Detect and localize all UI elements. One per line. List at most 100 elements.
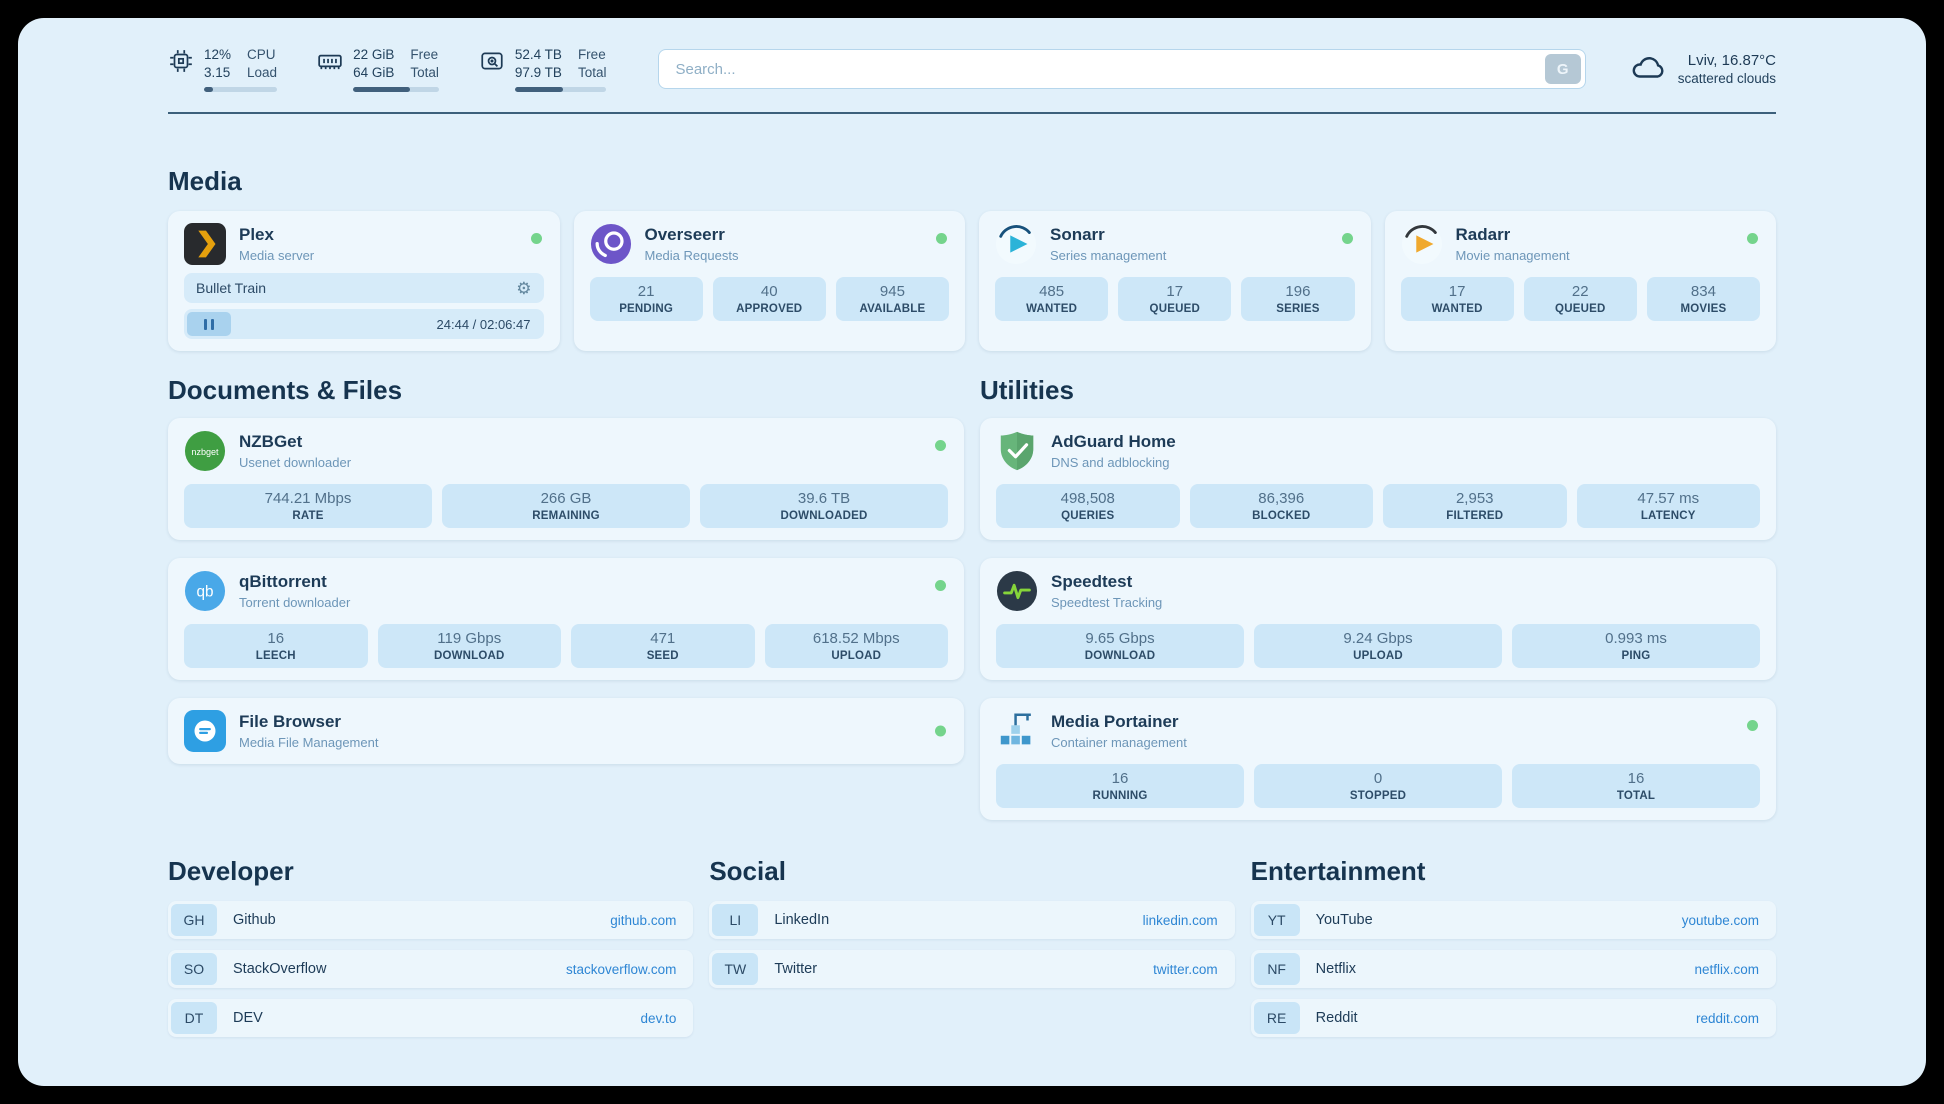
stat-label: LEECH bbox=[255, 650, 296, 662]
app-desc: Media server bbox=[239, 248, 315, 263]
stat-box: 9.24 Gbps UPLOAD bbox=[1254, 624, 1502, 668]
system-stats: 12% 3.15 CPU Load bbox=[168, 46, 607, 93]
cloud-icon bbox=[1632, 57, 1664, 78]
stat-box: 21 PENDING bbox=[589, 277, 703, 321]
bookmark-url: stackoverflow.com bbox=[566, 961, 677, 977]
stat-box: 16 TOTAL bbox=[1512, 764, 1760, 808]
app-desc: Media File Management bbox=[239, 735, 379, 750]
cpu-progress-bar bbox=[204, 87, 278, 93]
section-title-utilities: Utilities bbox=[980, 375, 1074, 405]
app-card-adguard[interactable]: AdGuard Home DNS and adblocking 498,508 … bbox=[980, 418, 1776, 540]
stat-box: 266 GB REMAINING bbox=[442, 484, 690, 528]
playback-time: 24:44 / 02:06:47 bbox=[436, 316, 531, 332]
stat-label: AVAILABLE bbox=[859, 303, 926, 315]
app-card-nzbget[interactable]: nzbget NZBGet Usenet downloader 744.21 M… bbox=[168, 418, 964, 540]
app-card-sonarr[interactable]: Sonarr Series management 485 WANTED 17 Q… bbox=[979, 211, 1371, 351]
bookmark-name: Reddit bbox=[1315, 1010, 1358, 1026]
stat-value: 40 bbox=[760, 283, 778, 300]
stat-value: 266 GB bbox=[540, 490, 592, 507]
stat-label: TOTAL bbox=[1616, 790, 1656, 802]
cpu-icon bbox=[170, 49, 192, 72]
stat-box: 945 AVAILABLE bbox=[835, 277, 950, 321]
bookmark-youtube[interactable]: YT YouTube youtube.com bbox=[1250, 901, 1776, 939]
stat-label: WANTED bbox=[1026, 303, 1078, 315]
stat-value: 744.21 Mbps bbox=[264, 490, 352, 507]
bookmarks-developer: Developer GH Github github.com SO StackO… bbox=[168, 856, 694, 1037]
bookmark-name: Twitter bbox=[774, 961, 818, 977]
search-input[interactable] bbox=[658, 49, 1586, 89]
bookmark-reddit[interactable]: RE Reddit reddit.com bbox=[1250, 999, 1776, 1037]
section-title-documents: Documents & Files bbox=[168, 375, 403, 405]
stat-value: 834 bbox=[1690, 283, 1716, 300]
bookmark-dev[interactable]: DT DEV dev.to bbox=[168, 999, 694, 1037]
disk-total-label: Total bbox=[577, 65, 607, 80]
section-title-developer: Developer bbox=[168, 856, 294, 886]
bookmark-name: Netflix bbox=[1315, 961, 1356, 977]
section-title-social: Social bbox=[709, 856, 786, 886]
stat-box: 471 SEED bbox=[571, 624, 755, 668]
stat-box: 22 QUEUED bbox=[1523, 277, 1637, 321]
stat-value: 2,953 bbox=[1455, 490, 1494, 507]
app-card-qbittorrent[interactable]: qb qBittorrent Torrent downloader 16 bbox=[168, 558, 964, 680]
stat-label: QUERIES bbox=[1061, 510, 1115, 522]
stat-box: 0 STOPPED bbox=[1254, 764, 1502, 808]
bookmark-stackoverflow[interactable]: SO StackOverflow stackoverflow.com bbox=[168, 950, 694, 988]
bookmark-url: youtube.com bbox=[1681, 912, 1759, 928]
now-playing-title: Bullet Train bbox=[196, 280, 267, 296]
section-title-entertainment: Entertainment bbox=[1250, 856, 1426, 886]
stat-value: 16 bbox=[267, 630, 285, 647]
bookmark-twitter[interactable]: TW Twitter twitter.com bbox=[709, 950, 1235, 988]
documents-column: Documents & Files nzbget NZBGet Usenet d… bbox=[168, 375, 964, 820]
app-name: Overseerr bbox=[644, 225, 725, 244]
stat-label: PENDING bbox=[619, 303, 673, 315]
app-name: Plex bbox=[239, 225, 274, 244]
bookmark-netflix[interactable]: NF Netflix netflix.com bbox=[1250, 950, 1776, 988]
gear-icon[interactable]: ⚙ bbox=[516, 278, 532, 298]
status-dot bbox=[935, 580, 946, 591]
pause-button[interactable] bbox=[187, 312, 231, 336]
status-dot bbox=[1747, 233, 1758, 244]
app-card-plex[interactable]: Plex Media server Bullet Train ⚙ 24:44 /… bbox=[168, 211, 560, 351]
stat-value: 39.6 TB bbox=[797, 490, 851, 507]
bookmark-name: LinkedIn bbox=[774, 912, 830, 928]
stat-box: 16 RUNNING bbox=[996, 764, 1244, 808]
app-card-overseerr[interactable]: Overseerr Media Requests 21 PENDING 40 A… bbox=[573, 211, 965, 351]
bookmark-abbr: YT bbox=[1253, 904, 1300, 936]
stat-value: 196 bbox=[1285, 283, 1311, 300]
search-engine-button[interactable]: G bbox=[1544, 54, 1581, 84]
ram-free-value: 22 GiB bbox=[353, 46, 395, 62]
app-name: NZBGet bbox=[239, 432, 303, 451]
app-card-radarr[interactable]: Radarr Movie management 17 WANTED 22 QUE… bbox=[1384, 211, 1776, 351]
stat-label: SEED bbox=[646, 650, 679, 662]
bookmark-github[interactable]: GH Github github.com bbox=[168, 901, 694, 939]
stat-value: 9.65 Gbps bbox=[1085, 630, 1155, 647]
stat-value: 485 bbox=[1039, 283, 1065, 300]
dashboard-panel: 12% 3.15 CPU Load bbox=[18, 18, 1926, 1086]
stat-label: FILTERED bbox=[1446, 510, 1504, 522]
app-name: File Browser bbox=[239, 712, 342, 731]
bookmark-url: linkedin.com bbox=[1142, 912, 1218, 928]
stat-label: RATE bbox=[292, 510, 324, 522]
stat-label: WANTED bbox=[1431, 303, 1483, 315]
app-name: Media Portainer bbox=[1051, 712, 1179, 731]
app-card-speedtest[interactable]: Speedtest Speedtest Tracking 9.65 Gbps D… bbox=[980, 558, 1776, 680]
stat-label: MOVIES bbox=[1680, 303, 1727, 315]
stat-value: 17 bbox=[1448, 283, 1466, 300]
app-desc: Speedtest Tracking bbox=[1051, 595, 1163, 610]
bookmarks-social: Social LI LinkedIn linkedin.com TW Twitt… bbox=[709, 856, 1235, 1037]
stat-label: PING bbox=[1621, 650, 1651, 662]
cpu-load-value: 3.15 bbox=[204, 65, 231, 80]
bookmark-abbr: SO bbox=[171, 953, 217, 985]
app-name: Radarr bbox=[1455, 225, 1511, 244]
app-card-filebrowser[interactable]: File Browser Media File Management bbox=[168, 698, 964, 764]
stat-box: 17 WANTED bbox=[1400, 277, 1514, 321]
stat-label: DOWNLOADED bbox=[780, 510, 868, 522]
app-card-portainer[interactable]: Media Portainer Container management 16 … bbox=[980, 698, 1776, 820]
stat-value: 498,508 bbox=[1060, 490, 1115, 507]
stat-label: BLOCKED bbox=[1252, 510, 1311, 522]
bookmark-abbr: TW bbox=[712, 953, 759, 985]
bookmark-name: StackOverflow bbox=[233, 961, 327, 977]
stat-value: 945 bbox=[879, 283, 905, 300]
stat-box: 0.993 ms PING bbox=[1512, 624, 1760, 668]
bookmark-linkedin[interactable]: LI LinkedIn linkedin.com bbox=[709, 901, 1235, 939]
